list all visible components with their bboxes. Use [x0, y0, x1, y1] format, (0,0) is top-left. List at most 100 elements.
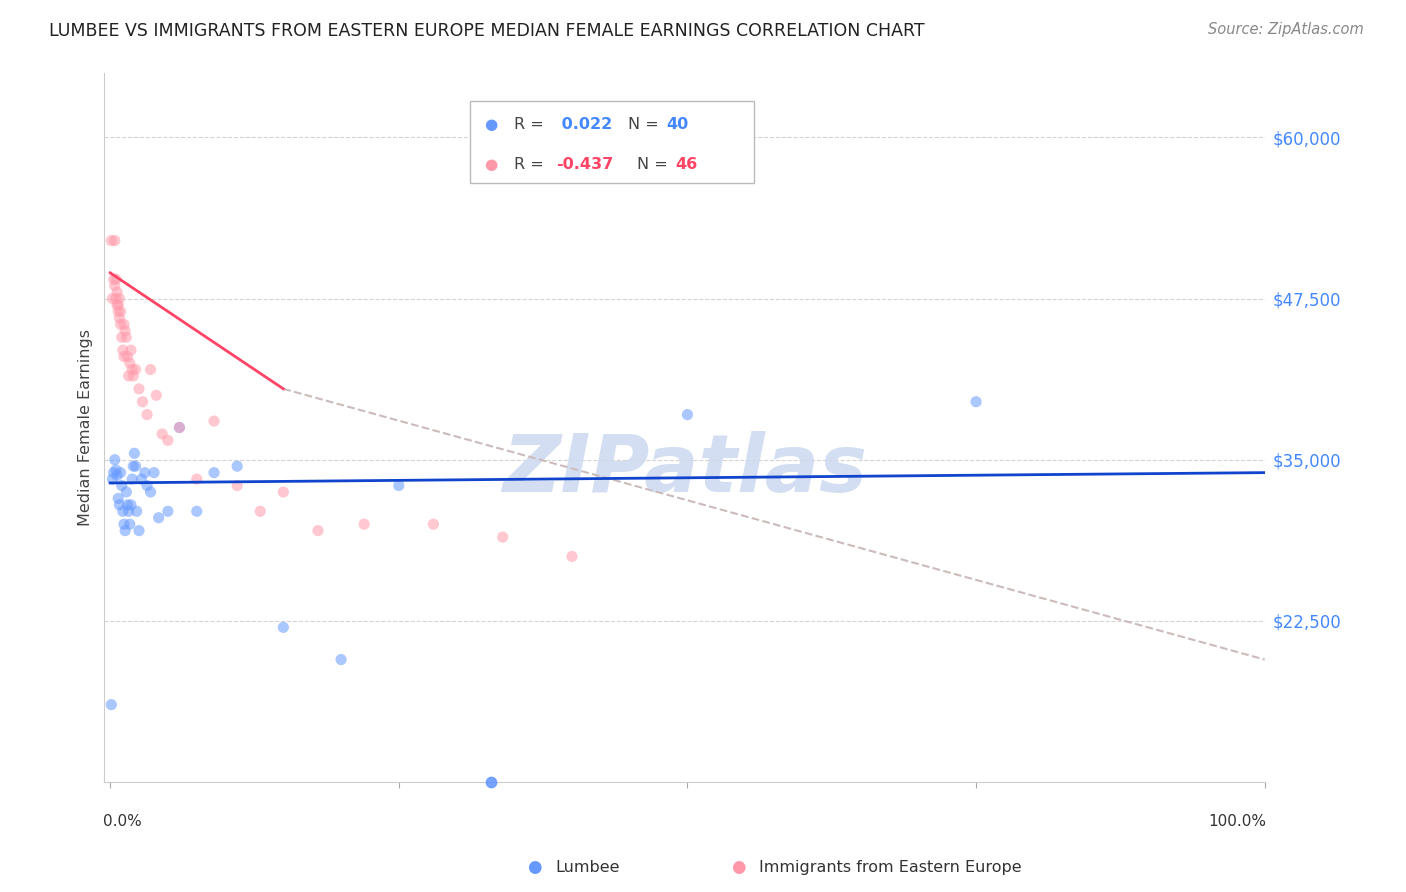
Point — [128, 524, 150, 538]
Point — [120, 498, 142, 512]
Point — [330, 652, 353, 666]
Point — [104, 234, 127, 248]
Point — [145, 388, 167, 402]
Point — [118, 356, 141, 370]
Text: 0.0%: 0.0% — [103, 814, 142, 829]
Point — [110, 318, 132, 332]
Point — [136, 408, 159, 422]
Point — [105, 468, 128, 483]
Point — [202, 466, 225, 480]
Point — [112, 517, 135, 532]
Point — [492, 530, 515, 544]
Point — [186, 504, 208, 518]
Text: ●: ● — [527, 858, 541, 876]
Point — [117, 350, 139, 364]
Point — [676, 408, 699, 422]
Point — [148, 510, 170, 524]
Point — [122, 459, 145, 474]
Point — [273, 485, 295, 500]
Text: N =: N = — [637, 158, 673, 172]
Text: 46: 46 — [675, 158, 697, 172]
Point — [139, 362, 162, 376]
Point — [115, 330, 138, 344]
Point — [104, 292, 127, 306]
Point — [112, 350, 135, 364]
Point — [103, 272, 125, 286]
Text: R =: R = — [515, 158, 548, 172]
Point — [169, 420, 191, 434]
Point — [156, 434, 179, 448]
Point — [120, 343, 142, 358]
Text: ZIPatlas: ZIPatlas — [502, 431, 868, 509]
Point — [150, 426, 173, 441]
Point — [107, 298, 129, 312]
Text: 40: 40 — [666, 117, 688, 132]
Point — [108, 498, 131, 512]
Point — [108, 310, 131, 325]
Point — [353, 517, 375, 532]
Text: N =: N = — [627, 117, 664, 132]
Point — [273, 620, 295, 634]
Point — [121, 472, 143, 486]
Point — [202, 414, 225, 428]
Point — [139, 485, 162, 500]
Point — [100, 234, 122, 248]
Point — [110, 466, 132, 480]
Point — [965, 394, 987, 409]
Point — [111, 478, 134, 492]
Y-axis label: Median Female Earnings: Median Female Earnings — [79, 329, 93, 526]
Point — [143, 466, 166, 480]
Text: R =: R = — [515, 117, 548, 132]
Point — [422, 517, 444, 532]
Point — [169, 420, 191, 434]
FancyBboxPatch shape — [470, 102, 754, 183]
Text: -0.437: -0.437 — [555, 158, 613, 172]
Point — [136, 478, 159, 492]
Point — [101, 472, 124, 486]
Text: 0.022: 0.022 — [555, 117, 612, 132]
Point — [561, 549, 583, 564]
Point — [122, 368, 145, 383]
Point — [186, 472, 208, 486]
Point — [307, 524, 329, 538]
Point — [121, 362, 143, 376]
Text: Lumbee: Lumbee — [555, 860, 620, 874]
Point — [104, 463, 127, 477]
Point — [117, 498, 139, 512]
Point — [112, 318, 135, 332]
Point — [110, 304, 132, 318]
Text: Immigrants from Eastern Europe: Immigrants from Eastern Europe — [759, 860, 1022, 874]
Point — [124, 446, 146, 460]
Point — [124, 459, 146, 474]
Point — [111, 330, 134, 344]
Point — [388, 478, 411, 492]
Point — [226, 459, 249, 474]
Point — [104, 278, 127, 293]
Point — [114, 324, 136, 338]
Point — [124, 362, 146, 376]
Point — [104, 272, 127, 286]
Point — [101, 292, 124, 306]
Point — [100, 698, 122, 712]
Point — [103, 466, 125, 480]
Point — [117, 368, 139, 383]
Point — [131, 472, 153, 486]
Point — [117, 504, 139, 518]
Point — [156, 504, 179, 518]
Text: Source: ZipAtlas.com: Source: ZipAtlas.com — [1208, 22, 1364, 37]
Text: ●: ● — [484, 158, 498, 172]
Point — [107, 304, 129, 318]
Point — [125, 504, 148, 518]
Text: 100.0%: 100.0% — [1208, 814, 1265, 829]
Text: LUMBEE VS IMMIGRANTS FROM EASTERN EUROPE MEDIAN FEMALE EARNINGS CORRELATION CHAR: LUMBEE VS IMMIGRANTS FROM EASTERN EUROPE… — [49, 22, 925, 40]
Point — [104, 452, 127, 467]
Point — [114, 524, 136, 538]
Point — [134, 466, 156, 480]
Point — [105, 298, 128, 312]
Point — [118, 517, 141, 532]
Point — [111, 343, 134, 358]
Text: ●: ● — [731, 858, 745, 876]
Point — [108, 292, 131, 306]
Text: ●: ● — [484, 117, 498, 132]
Point — [131, 394, 153, 409]
